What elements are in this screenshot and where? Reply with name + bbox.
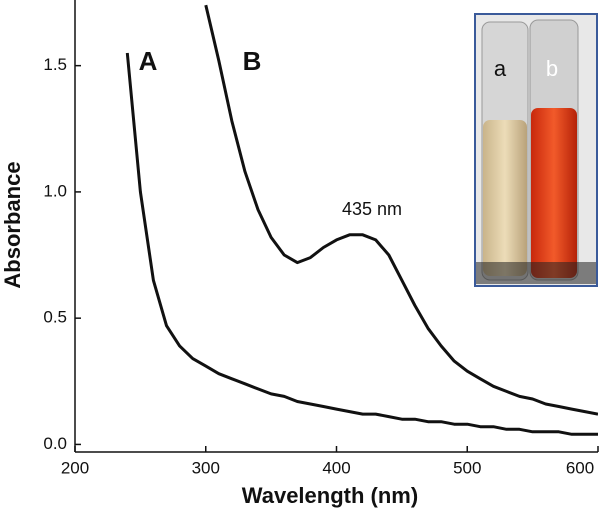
liquid-a [483, 120, 527, 276]
series-label: A [139, 46, 158, 76]
x-tick-label: 200 [61, 458, 89, 477]
y-axis-label: Absorbance [0, 161, 25, 288]
line-series [204, 4, 598, 416]
y-tick-label: 1.5 [43, 55, 67, 74]
x-tick-label: 600 [566, 458, 594, 477]
y-tick-label: 1.0 [43, 181, 67, 200]
line-series [125, 52, 598, 436]
series-label: B [243, 46, 262, 76]
x-axis-label: Wavelength (nm) [242, 483, 418, 508]
x-tick-label: 300 [192, 458, 220, 477]
inset-label: b [546, 56, 558, 81]
x-tick-label: 500 [453, 458, 481, 477]
inset-base [476, 262, 596, 284]
annotation: 435 nm [342, 199, 402, 219]
inset-label: a [494, 56, 507, 81]
x-tick-label: 400 [322, 458, 350, 477]
y-tick-label: 0.5 [43, 308, 67, 327]
liquid-b [531, 108, 577, 278]
inset [474, 13, 598, 287]
y-tick-label: 0.0 [43, 434, 67, 453]
plot-area [125, 4, 598, 436]
